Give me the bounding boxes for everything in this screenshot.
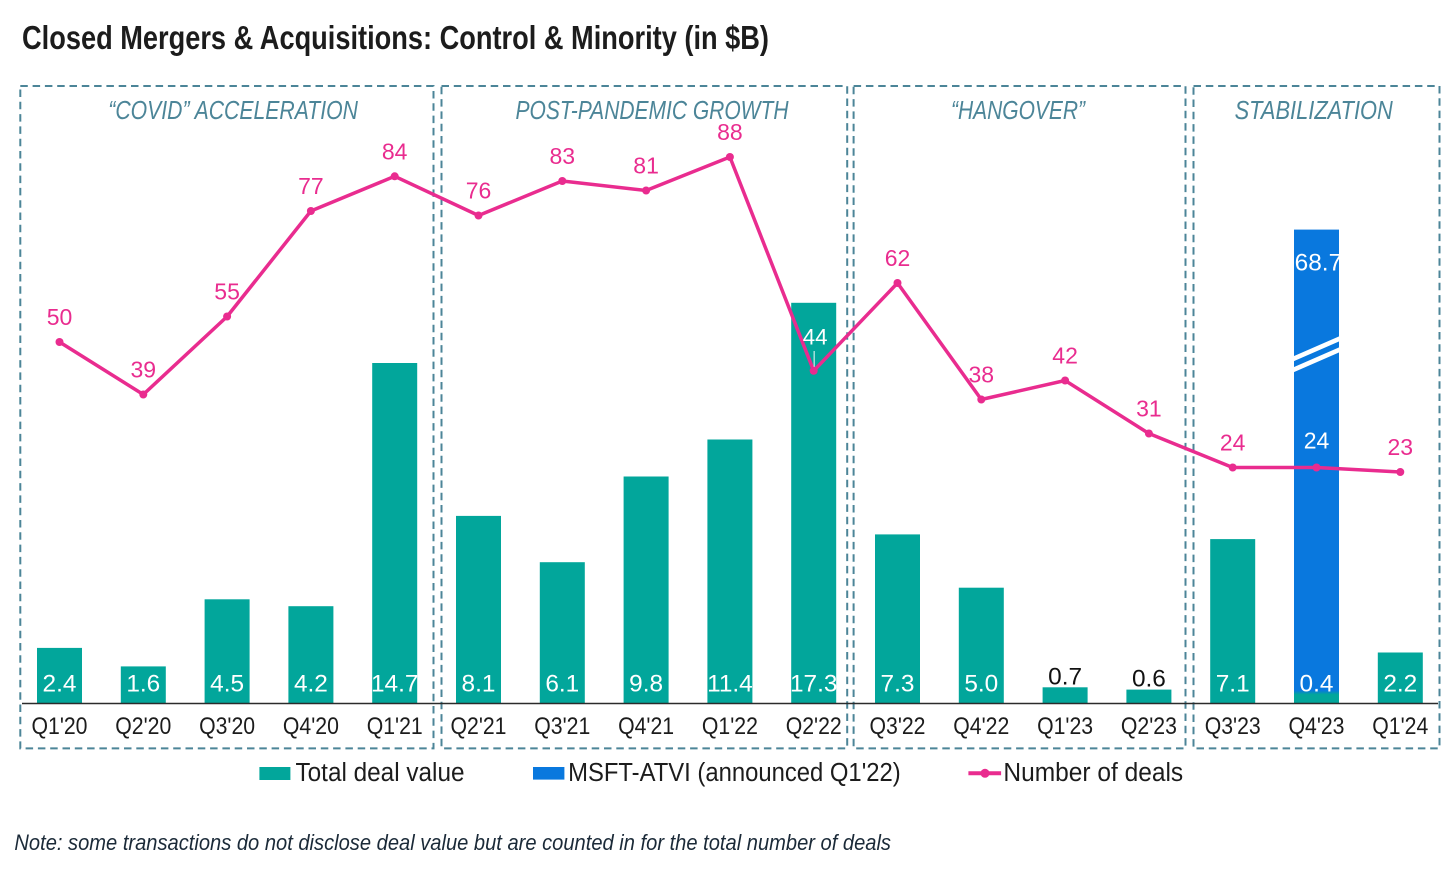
svg-text:77: 77 — [298, 173, 324, 199]
svg-text:14.7: 14.7 — [371, 670, 418, 697]
svg-text:24: 24 — [1220, 430, 1246, 456]
svg-text:88: 88 — [717, 119, 743, 145]
svg-text:Q2'21: Q2'21 — [451, 714, 507, 740]
svg-text:Q1'23: Q1'23 — [1037, 714, 1093, 740]
svg-text:2.4: 2.4 — [43, 670, 77, 697]
svg-text:81: 81 — [633, 153, 659, 179]
svg-text:Q4'20: Q4'20 — [283, 714, 339, 740]
svg-text:Total deal value: Total deal value — [296, 759, 465, 787]
svg-text:1.6: 1.6 — [126, 670, 160, 697]
svg-text:62: 62 — [885, 245, 911, 271]
svg-text:Q2'23: Q2'23 — [1121, 714, 1177, 740]
svg-text:Q1'22: Q1'22 — [702, 714, 758, 740]
svg-text:Q2'22: Q2'22 — [786, 714, 842, 740]
svg-text:Q1'21: Q1'21 — [367, 714, 423, 740]
svg-text:11.4: 11.4 — [707, 670, 753, 697]
svg-text:68.7: 68.7 — [1295, 250, 1342, 277]
svg-text:Q1'24: Q1'24 — [1372, 714, 1428, 740]
svg-text:Note: some transactions do not: Note: some transactions do not disclose … — [14, 830, 891, 855]
svg-text:Q2'20: Q2'20 — [115, 714, 171, 740]
svg-text:STABILIZATION: STABILIZATION — [1235, 95, 1393, 125]
svg-text:0.7: 0.7 — [1048, 663, 1082, 690]
svg-text:7.3: 7.3 — [881, 670, 915, 697]
svg-text:23: 23 — [1388, 434, 1414, 460]
svg-text:0.4: 0.4 — [1300, 670, 1334, 697]
svg-text:Q4'23: Q4'23 — [1289, 714, 1345, 740]
svg-text:42: 42 — [1052, 343, 1078, 369]
svg-text:76: 76 — [466, 178, 492, 204]
svg-text:24: 24 — [1304, 427, 1330, 453]
svg-text:17.3: 17.3 — [790, 670, 837, 697]
svg-text:9.8: 9.8 — [629, 670, 663, 697]
svg-text:31: 31 — [1136, 396, 1162, 422]
svg-text:38: 38 — [969, 362, 995, 388]
svg-text:“HANGOVER”: “HANGOVER” — [951, 95, 1086, 125]
svg-text:Q4'22: Q4'22 — [953, 714, 1009, 740]
svg-text:8.1: 8.1 — [462, 670, 496, 697]
svg-text:Closed Mergers & Acquisitions:: Closed Mergers & Acquisitions: Control &… — [22, 20, 769, 57]
svg-text:50: 50 — [47, 304, 73, 330]
svg-text:44: 44 — [803, 325, 828, 350]
svg-text:4.5: 4.5 — [210, 670, 244, 697]
svg-text:Q3'22: Q3'22 — [870, 714, 926, 740]
svg-text:Q4'21: Q4'21 — [618, 714, 674, 740]
svg-text:Q3'20: Q3'20 — [199, 714, 255, 740]
svg-text:6.1: 6.1 — [545, 670, 579, 697]
svg-text:55: 55 — [214, 279, 240, 305]
svg-text:83: 83 — [550, 143, 576, 169]
svg-text:0.6: 0.6 — [1132, 666, 1166, 693]
svg-text:4.2: 4.2 — [294, 670, 328, 697]
svg-text:Q3'23: Q3'23 — [1205, 714, 1261, 740]
svg-text:2.2: 2.2 — [1383, 670, 1417, 697]
svg-text:Q3'21: Q3'21 — [534, 714, 590, 740]
svg-text:39: 39 — [131, 357, 157, 383]
svg-text:Number of deals: Number of deals — [1003, 759, 1183, 787]
svg-text:MSFT-ATVI (announced Q1'22): MSFT-ATVI (announced Q1'22) — [568, 759, 901, 787]
svg-text:7.1: 7.1 — [1216, 670, 1250, 697]
svg-text:“COVID” ACCELERATION: “COVID” ACCELERATION — [108, 95, 358, 125]
svg-text:Q1'20: Q1'20 — [32, 714, 88, 740]
svg-text:84: 84 — [382, 138, 408, 164]
svg-text:5.0: 5.0 — [964, 670, 998, 697]
svg-text:POST-PANDEMIC GROWTH: POST-PANDEMIC GROWTH — [516, 95, 789, 125]
